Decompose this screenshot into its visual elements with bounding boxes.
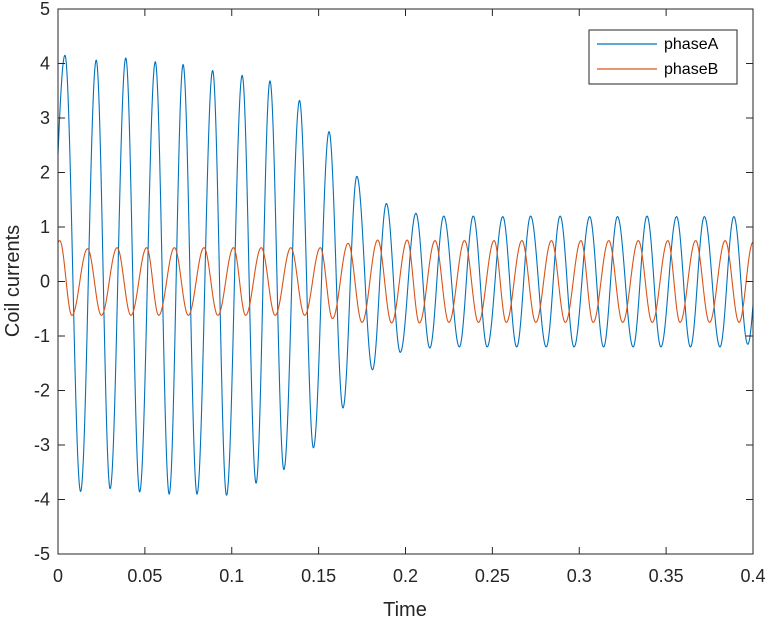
x-tick-label: 0	[53, 566, 63, 586]
y-tick-label: -2	[34, 381, 50, 401]
y-tick-label: 2	[40, 163, 50, 183]
legend-label-phasea: phaseA	[664, 36, 719, 53]
y-tick-label: 3	[40, 108, 50, 128]
x-tick-label: 0.25	[475, 566, 510, 586]
x-tick-label: 0.1	[219, 566, 244, 586]
legend-box	[588, 29, 738, 85]
x-tick-label: 0.4	[740, 566, 765, 586]
x-tick-label: 0.35	[649, 566, 684, 586]
x-tick-label: 0.3	[567, 566, 592, 586]
y-tick-label: 1	[40, 217, 50, 237]
series-line-phaseb	[57, 239, 754, 324]
y-tick-label: 5	[40, 0, 50, 19]
y-tick-label: 4	[40, 54, 50, 74]
x-tick-label: 0.15	[301, 566, 336, 586]
y-axis-title: Coil currents	[2, 225, 24, 337]
legend-label-phaseb: phaseB	[664, 61, 718, 78]
legend: phaseA phaseB	[588, 29, 738, 85]
y-tick-label: 0	[40, 272, 50, 292]
x-axis-title: Time	[383, 599, 427, 619]
y-tick-label: -5	[34, 544, 50, 564]
series-line-phasea	[57, 54, 754, 496]
y-tick-label: -4	[34, 490, 50, 510]
x-axis-ticks: 0 0.05 0.1 0.15 0.2 0.25 0.3 0.35 0.4	[53, 9, 766, 586]
series-layer	[57, 54, 754, 496]
y-tick-label: -1	[34, 326, 50, 346]
x-tick-label: 0.2	[393, 566, 418, 586]
y-tick-label: -3	[34, 435, 50, 455]
y-axis-ticks: -5 -4 -3 -2 -1 0 1 2 3 4 5	[34, 0, 753, 564]
x-tick-label: 0.05	[127, 566, 162, 586]
